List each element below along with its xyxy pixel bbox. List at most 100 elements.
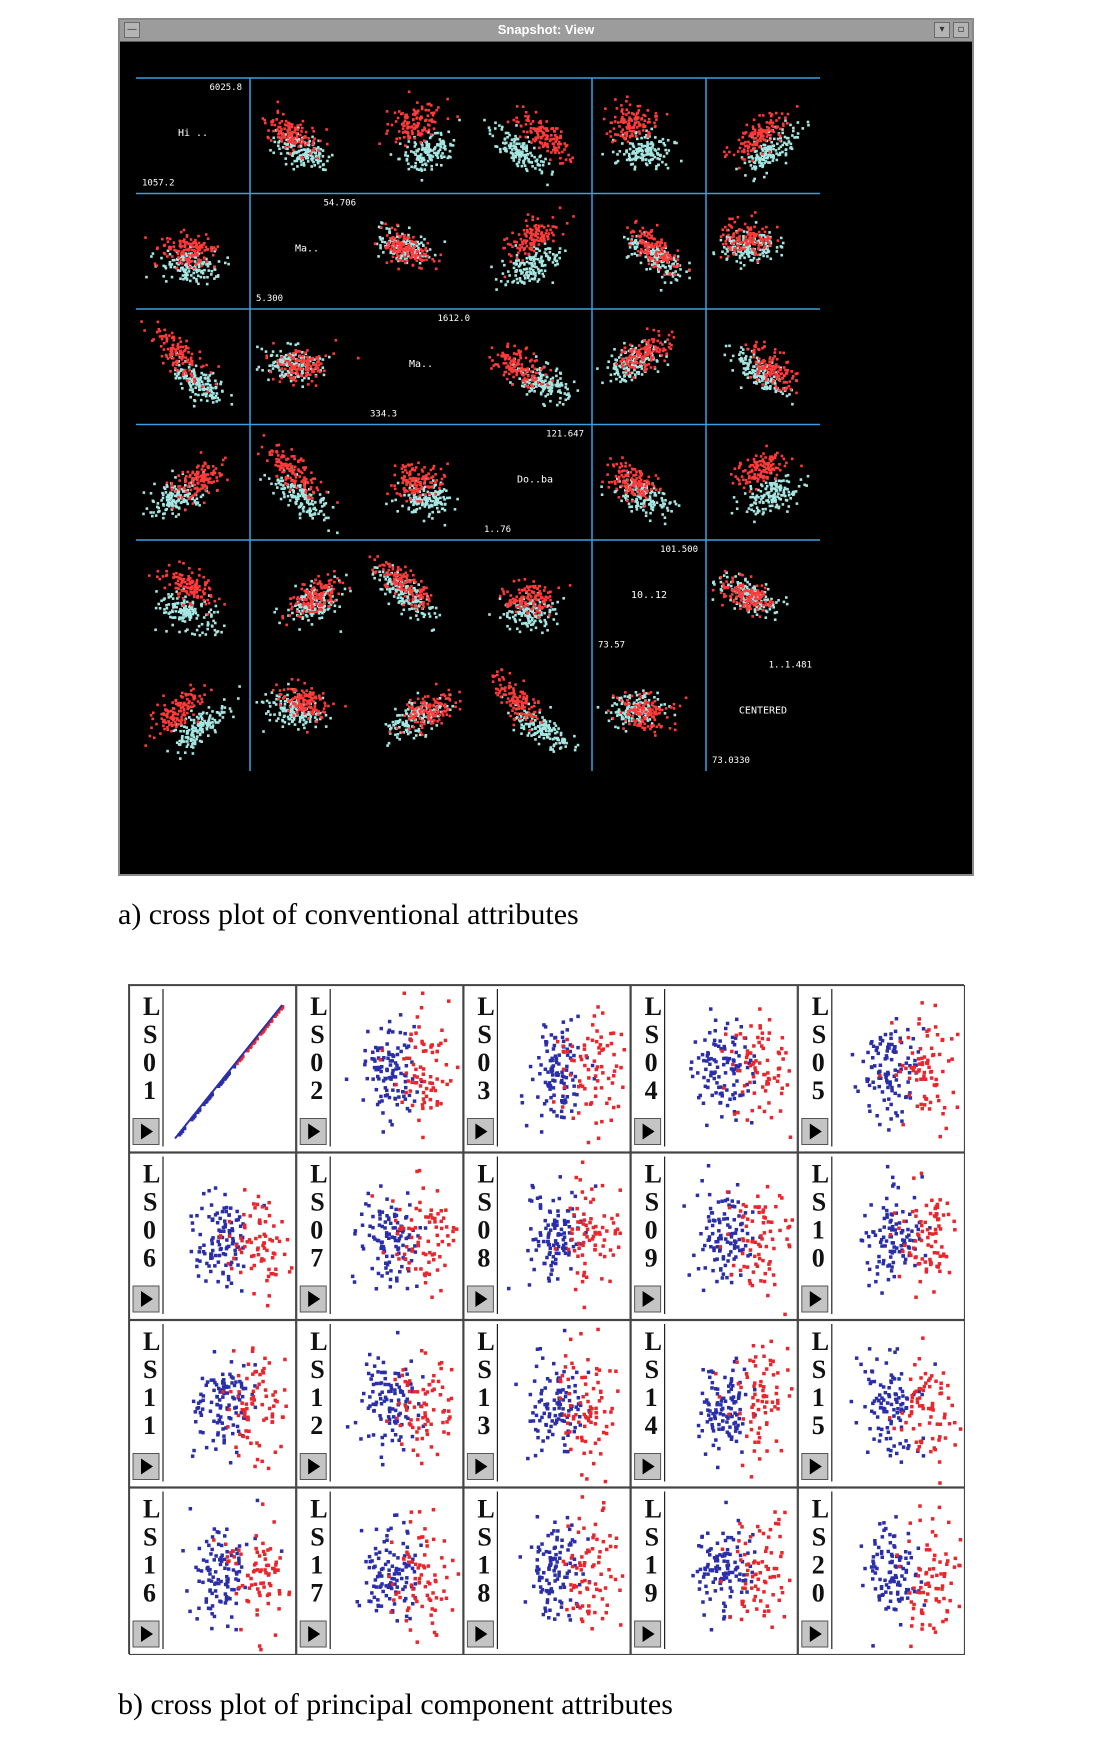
class-a-point [417,132,420,136]
class-a-point [312,491,316,494]
class-a-point [655,118,658,121]
class-b-point [307,143,311,147]
class-a-point [739,142,743,145]
class-a-point [536,381,540,384]
class-a-point [213,265,216,269]
class-b-point [168,263,171,266]
class-b-point [539,391,543,395]
class-b-point [541,272,545,276]
class-a-point [179,230,183,234]
class-b-point [544,254,548,258]
class-b-point [431,499,434,503]
class-b-point [516,164,520,168]
class-a-point [536,127,540,130]
class-b-point [192,268,196,271]
class-b-point [517,259,520,262]
class-b-point [382,251,385,254]
class-a-point [423,493,427,496]
class-a-point [199,451,203,454]
class-b-point [308,359,312,363]
class-a-point [522,378,526,382]
class-a-point [657,330,660,333]
class-a-point [417,109,420,113]
class-a-point [412,489,415,492]
class-a-point [763,366,766,370]
class-a-point [664,255,667,259]
class-b-point [779,245,783,248]
class-b-point [421,502,425,506]
class-b-point [204,382,208,386]
class-b-point [757,374,760,377]
class-b-point [642,154,646,157]
class-b-point [807,123,810,127]
class-b-point [664,148,667,152]
class-b-point [650,158,653,162]
class-b-point [161,496,165,500]
class-b-point [793,136,796,139]
class-a-point [554,147,558,150]
class-a-point [795,105,799,108]
class-b-point [775,250,779,253]
class-a-point [767,129,771,132]
class-b-point [742,264,746,267]
class-b-point [442,146,446,150]
class-b-point [739,360,743,363]
class-a-point [518,249,522,252]
class-a-point [287,132,291,136]
class-b-point [669,265,672,268]
class-b-point [545,375,549,379]
class-b-point [738,353,741,356]
class-b-point [289,485,293,489]
class-a-point [557,146,561,149]
class-a-point [775,119,778,122]
class-a-point [276,359,280,363]
maximize-icon[interactable]: ▫ [953,22,969,38]
class-b-point [421,163,424,167]
class-b-point [633,151,636,155]
class-b-point [186,273,189,277]
class-b-point [763,156,766,159]
class-a-point [525,224,529,228]
class-a-point [744,343,748,347]
class-a-point [663,243,667,247]
class-a-point [163,328,166,332]
window-menu-icon[interactable]: — [124,22,140,38]
class-a-point [172,241,176,244]
class-a-point [768,356,772,359]
class-a-point [524,347,528,351]
class-b-point [650,127,653,131]
class-a-point [390,226,394,230]
class-a-point [628,371,632,375]
class-a-point [731,217,734,221]
class-b-point [426,153,430,157]
class-a-point [396,239,400,243]
class-b-point [167,495,171,499]
class-b-point [270,482,273,486]
class-b-point [540,381,544,384]
class-a-point [796,372,799,375]
class-b-point [200,380,204,384]
class-b-point [767,239,771,242]
class-a-point [186,259,190,263]
class-b-point [491,134,495,138]
class-a-point [204,489,207,492]
class-a-point [746,147,750,150]
class-b-point [758,164,762,168]
class-b-point [518,153,522,156]
class-b-point [748,251,751,254]
window-titlebar[interactable]: — Snapshot: View ▾ ▫ [120,20,972,42]
class-a-point [765,135,769,138]
class-a-point [497,365,501,368]
class-b-point [512,156,515,159]
class-b-point [514,244,518,247]
class-b-point [792,126,795,130]
minimize-icon[interactable]: ▾ [934,22,950,38]
class-a-point [433,120,437,124]
class-b-point [519,154,522,158]
class-b-point [503,263,506,267]
class-b-point [410,165,413,169]
class-a-point [665,352,668,355]
scatter-cell [257,434,339,535]
class-a-point [741,150,744,153]
class-a-point [534,234,537,238]
